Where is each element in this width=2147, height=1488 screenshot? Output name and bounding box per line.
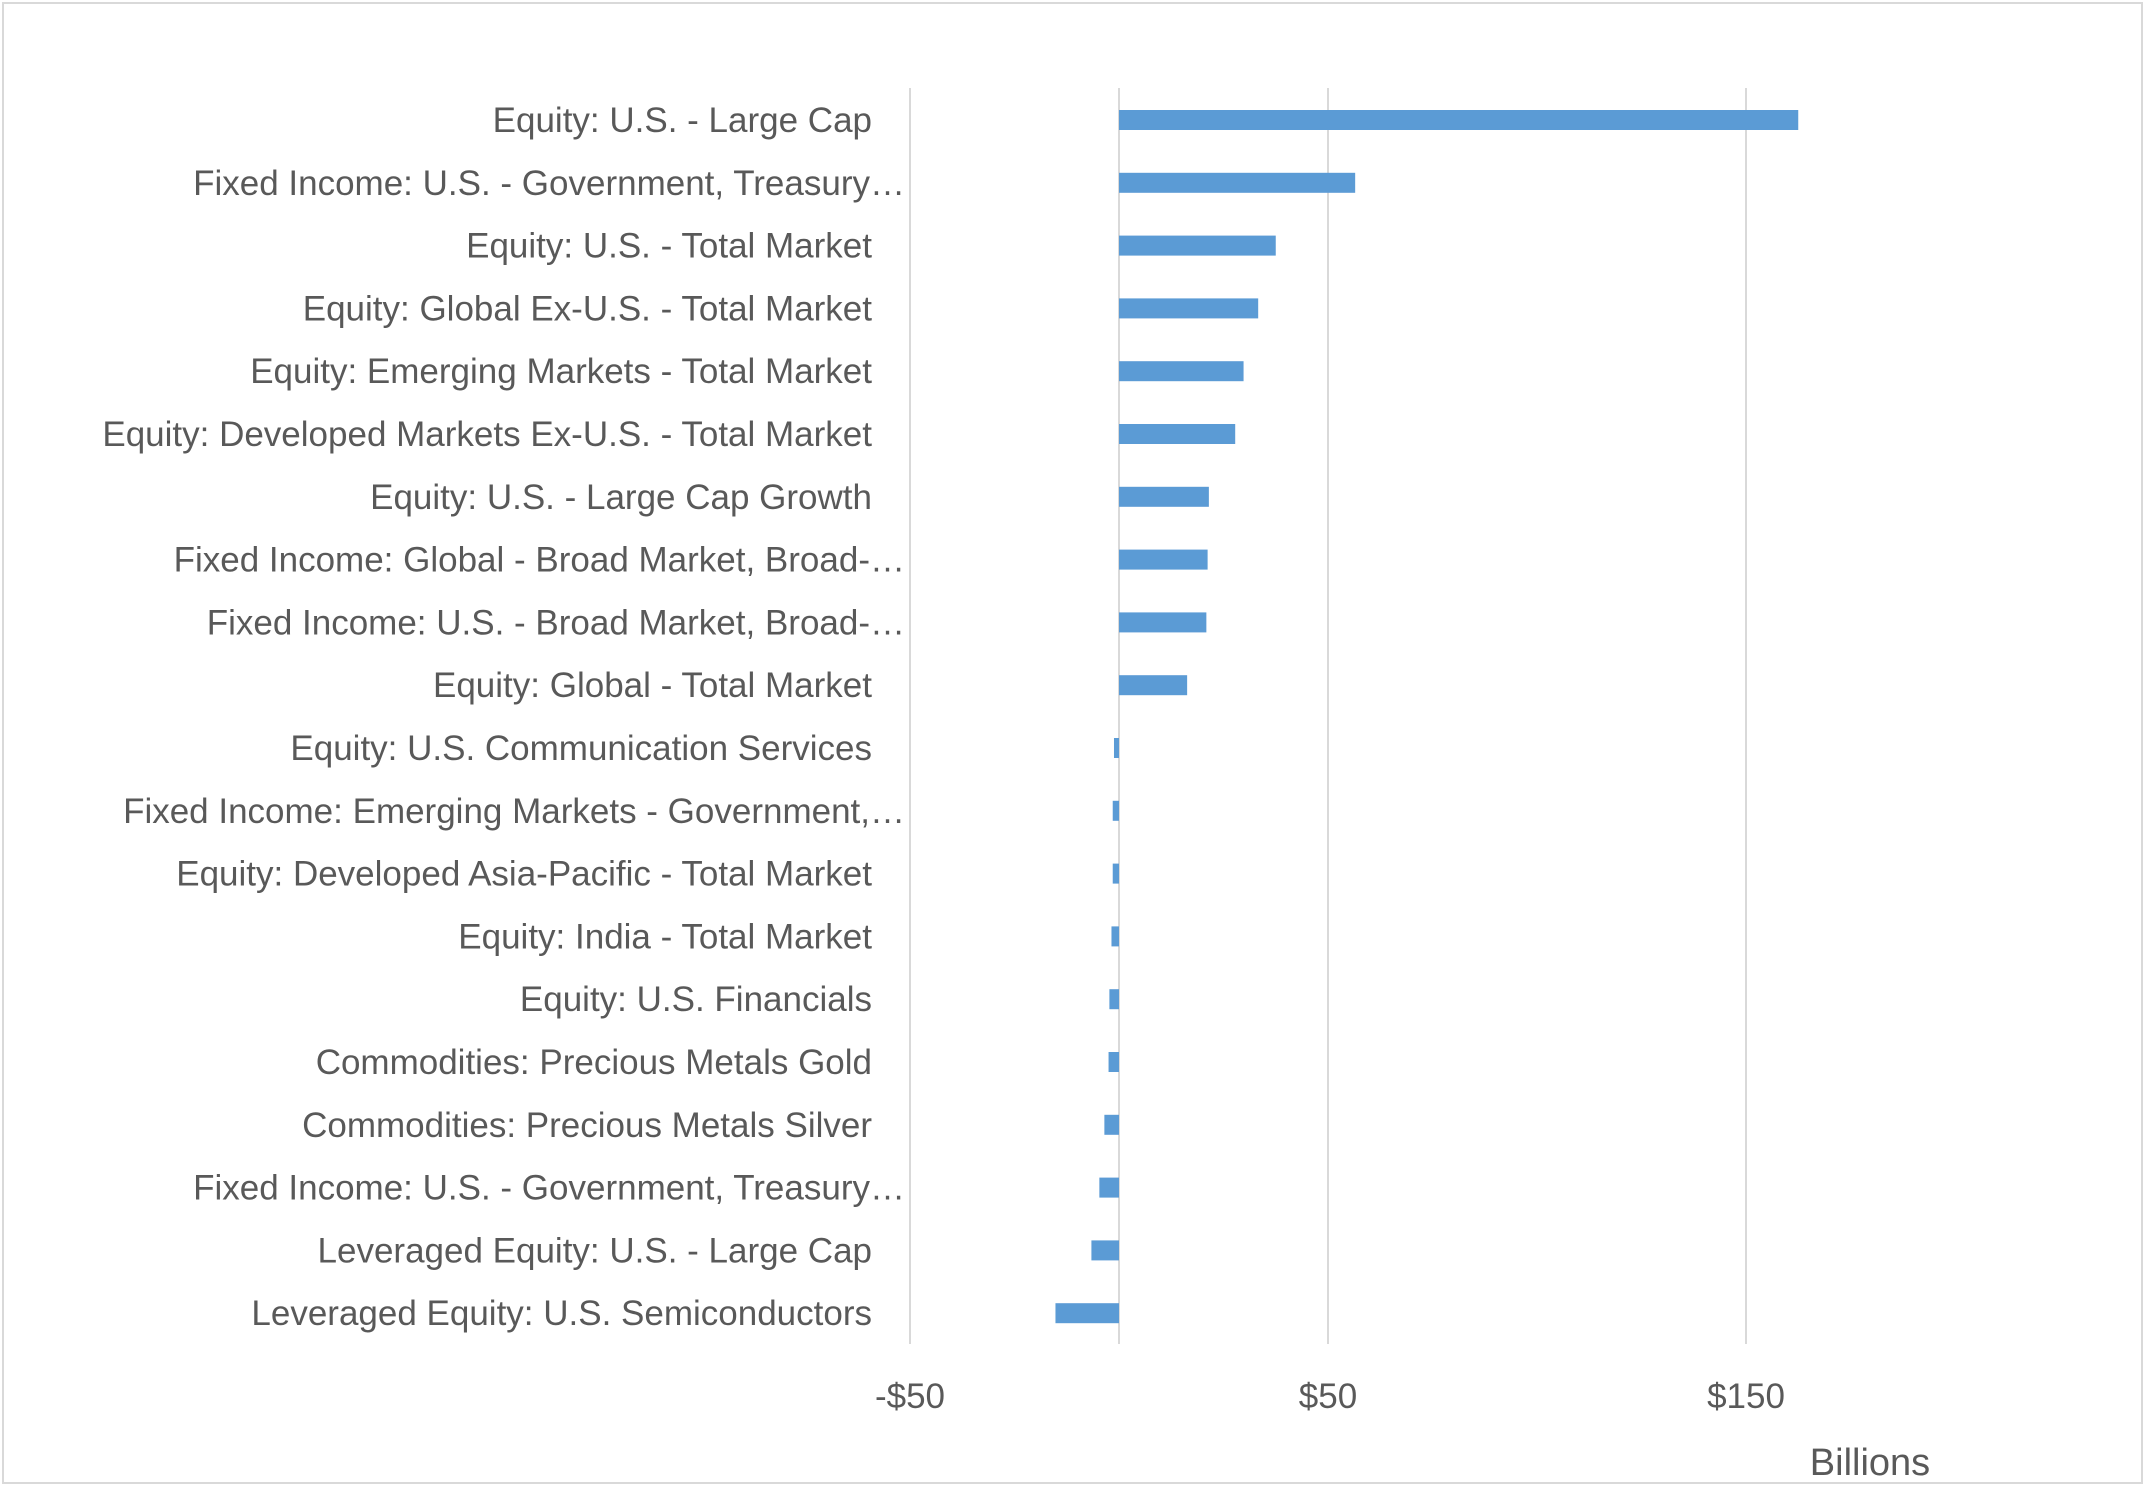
- bar: [1119, 172, 1356, 193]
- bar: [1119, 298, 1259, 319]
- gridlines: [909, 88, 1747, 1344]
- category-label: Fixed Income: Global - Broad Market, Bro…: [174, 541, 905, 580]
- category-label: Equity: U.S. - Large Cap Growth: [370, 478, 872, 517]
- x-tick-label: -$50: [875, 1377, 945, 1416]
- category-label: Equity: Emerging Markets - Total Market: [250, 352, 872, 391]
- category-label: Equity: Developed Markets Ex-U.S. - Tota…: [102, 415, 872, 454]
- bar: [1099, 1177, 1119, 1198]
- category-label: Fixed Income: U.S. - Government, Treasur…: [193, 164, 905, 203]
- bar: [1119, 235, 1276, 256]
- bar: [1119, 486, 1209, 507]
- bar: [1091, 1240, 1119, 1261]
- category-label: Leveraged Equity: U.S. Semiconductors: [251, 1294, 872, 1333]
- bar: [1112, 800, 1119, 821]
- bar: [1113, 738, 1119, 758]
- category-label: Equity: U.S. Financials: [520, 980, 872, 1019]
- category-label: Leveraged Equity: U.S. - Large Cap: [318, 1231, 872, 1270]
- bars: [1055, 110, 1799, 1324]
- category-label: Equity: India - Total Market: [458, 917, 872, 956]
- category-labels: Equity: U.S. - Large Cap Fixed Income: U.…: [102, 101, 905, 1333]
- x-tick-labels: -$50 $50 $150: [875, 1377, 1785, 1416]
- display-unit-label: Billions: [1810, 1442, 1930, 1484]
- bar: [1055, 1303, 1119, 1324]
- category-label: Equity: Developed Asia-Pacific - Total M…: [176, 855, 872, 894]
- category-label: Equity: Global Ex-U.S. - Total Market: [303, 289, 873, 328]
- bar: [1119, 549, 1208, 570]
- category-label: Commodities: Precious Metals Gold: [316, 1043, 872, 1082]
- bar: [1108, 1052, 1119, 1072]
- bar: [1119, 361, 1244, 382]
- bar: [1119, 675, 1188, 696]
- bar: [1119, 612, 1207, 633]
- bar: [1111, 926, 1119, 947]
- bar: [1112, 863, 1119, 884]
- category-label: Commodities: Precious Metals Silver: [302, 1106, 872, 1145]
- bar: [1119, 110, 1799, 130]
- category-label: Fixed Income: Emerging Markets - Governm…: [123, 792, 905, 831]
- category-label: Equity: U.S. - Total Market: [466, 227, 872, 266]
- x-tick-label: $50: [1299, 1377, 1357, 1416]
- x-tick-label: $150: [1707, 1377, 1785, 1416]
- category-label: Fixed Income: U.S. - Broad Market, Broad…: [207, 603, 905, 642]
- category-label: Equity: U.S. Communication Services: [290, 729, 872, 768]
- bar: [1104, 1114, 1119, 1135]
- category-label: Equity: U.S. - Large Cap: [493, 101, 872, 140]
- bar: [1109, 989, 1119, 1010]
- bar: [1119, 424, 1236, 444]
- category-label: Equity: Global - Total Market: [433, 666, 872, 705]
- category-label: Fixed Income: U.S. - Government, Treasur…: [193, 1169, 905, 1208]
